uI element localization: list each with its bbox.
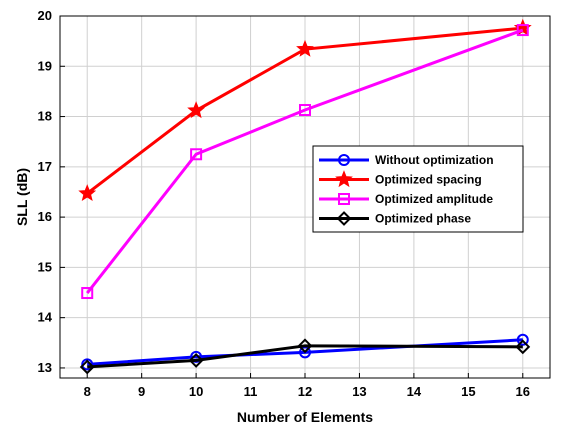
y-tick-label: 14 [38, 310, 53, 325]
x-tick-label: 15 [461, 384, 475, 399]
y-tick-label: 20 [38, 8, 52, 23]
legend-item-without-optimization: Without optimization [319, 153, 494, 167]
data-point [296, 39, 314, 57]
data-point [78, 184, 97, 202]
y-axis-label: SLL (dB) [14, 168, 30, 226]
legend-label: Optimized phase [375, 212, 471, 226]
series-lines [78, 18, 532, 375]
legend-marker [338, 154, 350, 166]
legend-marker [338, 193, 350, 205]
x-tick-label: 12 [298, 384, 312, 399]
series-line-optimized-amplitude [86, 28, 524, 294]
legend-marker [336, 211, 352, 226]
y-tick-label: 13 [38, 360, 52, 375]
data-point [516, 24, 529, 37]
y-tick-label: 16 [38, 209, 52, 224]
y-tick-label: 17 [38, 159, 52, 174]
legend-marker [335, 170, 353, 188]
legend-label: Optimized amplitude [375, 192, 493, 206]
data-point [515, 339, 531, 355]
data-point [297, 338, 313, 354]
data-point [79, 359, 95, 375]
x-tick-label: 16 [516, 384, 530, 399]
x-tick-label: 13 [352, 384, 366, 399]
legend-item-optimized-phase: Optimized phase [319, 211, 471, 226]
data-point [299, 346, 311, 359]
legend-label: Without optimization [375, 153, 494, 167]
legend: Without optimization Optimized spacing Opt… [312, 145, 524, 233]
x-tick-label: 10 [189, 384, 203, 399]
axis-ticks: 8 9 10 11 12 13 14 15 16 13 14 15 16 17 18 19 20 [38, 8, 530, 399]
data-point [188, 352, 204, 368]
legend-item-optimized-spacing: Optimized spacing [319, 170, 482, 188]
legend-item-optimized-amplitude: Optimized amplitude [319, 192, 493, 206]
series-optimized-amplitude [81, 24, 529, 300]
y-tick-label: 15 [38, 259, 52, 274]
x-axis-label: Number of Elements [237, 409, 373, 425]
series-optimized-phase [79, 338, 531, 375]
legend-label: Optimized spacing [375, 173, 482, 187]
x-tick-label: 9 [138, 384, 145, 399]
data-point [190, 148, 203, 161]
series-line-optimized-spacing [86, 26, 523, 195]
data-point [81, 358, 94, 371]
y-tick-label: 18 [38, 109, 52, 124]
x-tick-label: 14 [407, 384, 422, 399]
series-line-optimized-phase [87, 344, 523, 369]
data-point [187, 101, 206, 119]
x-tick-label: 8 [84, 384, 91, 399]
data-point [299, 104, 311, 117]
y-tick-label: 19 [38, 58, 52, 73]
data-point [81, 287, 94, 300]
data-point [516, 333, 529, 346]
x-tick-label: 11 [244, 384, 258, 399]
